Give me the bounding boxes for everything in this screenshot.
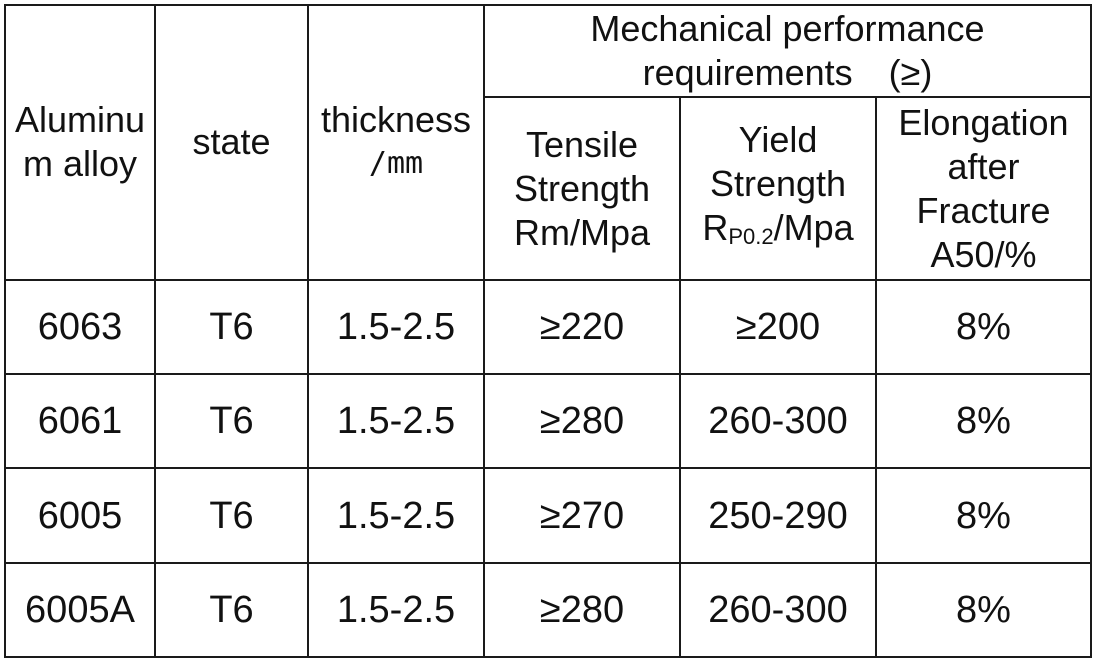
cell-thickness: 1.5-2.5 [307,373,485,470]
cell-state: T6 [154,561,309,659]
header-thickness: thickness /mm [307,4,485,281]
header-yield-line-2: Strength [709,163,847,205]
cell-thickness: 1.5-2.5 [307,561,485,659]
cell-tensile: ≥220 [483,278,681,376]
header-tensile-line-2: Strength [513,167,651,209]
header-tensile-strength: Tensile Strength Rm/Mpa [483,96,681,281]
cell-state: T6 [154,467,309,564]
header-yield-line-3: RP0.2/Mpa [685,206,871,259]
table-row: 6005 T6 1.5-2.5 ≥270 250-290 8% [4,467,1092,564]
cell-elongation: 8% [875,373,1092,470]
cell-alloy: 6063 [4,278,156,376]
cell-thickness: 1.5-2.5 [307,278,485,376]
header-thickness-unit: /mm [368,146,424,182]
header-yield-subscript: P0.2 [728,224,774,250]
header-tensile-line-3: Rm/Mpa [513,211,651,253]
header-elongation-line-2: after [947,145,1020,187]
header-elongation-line-1: Elongation [898,101,1069,143]
header-thickness-line-1: thickness [320,99,472,141]
cell-yield: 260-300 [679,561,877,659]
header-yield-symbol: R [702,207,729,249]
header-alloy-line-2: m alloy [22,143,138,185]
cell-state: T6 [154,373,309,470]
cell-yield: ≥200 [679,278,877,376]
cell-elongation: 8% [875,278,1092,376]
header-row-2: Tensile Strength Rm/Mpa Yield Strength R… [5,96,1092,281]
cell-tensile: ≥270 [483,467,681,564]
header-mechanical-line-2: requirements (≥) [642,52,933,94]
header-alloy: Aluminu m alloy [4,4,156,281]
header-tensile-line-1: Tensile [525,123,639,165]
header-elongation-line-3: Fracture [916,189,1051,231]
header-alloy-line-1: Aluminu [14,99,146,141]
cell-yield: 250-290 [679,467,877,564]
cell-elongation: 8% [875,467,1092,564]
cell-alloy: 6005A [4,561,156,659]
header-mechanical-line-1: Mechanical performance [590,8,985,50]
cell-alloy: 6005 [4,467,156,564]
cell-state: T6 [154,278,309,376]
cell-tensile: ≥280 [483,373,681,470]
cell-alloy: 6061 [4,373,156,470]
header-yield-line-1: Yield [738,119,818,161]
header-elongation-line-4: A50/% [930,233,1037,275]
table-row: 6061 T6 1.5-2.5 ≥280 260-300 8% [4,373,1092,470]
cell-tensile: ≥280 [483,561,681,659]
header-yield-unit: /Mpa [773,207,854,249]
header-state: state [154,4,309,281]
table-row: 6063 T6 1.5-2.5 ≥220 ≥200 8% [4,278,1092,376]
table-row: 6005A T6 1.5-2.5 ≥280 260-300 8% [4,561,1092,659]
mechanical-properties-table: Aluminu m alloy state thickness /mm Mech… [4,3,1092,659]
cell-elongation: 8% [875,561,1092,659]
header-elongation: Elongation after Fracture A50/% [875,96,1092,281]
header-yield-strength: Yield Strength RP0.2/Mpa [679,96,877,281]
header-mechanical-performance: Mechanical performance requirements (≥) [483,3,1092,99]
cell-thickness: 1.5-2.5 [307,467,485,564]
cell-yield: 260-300 [679,373,877,470]
header-row-1: Aluminu m alloy state thickness /mm Mech… [4,3,1092,281]
